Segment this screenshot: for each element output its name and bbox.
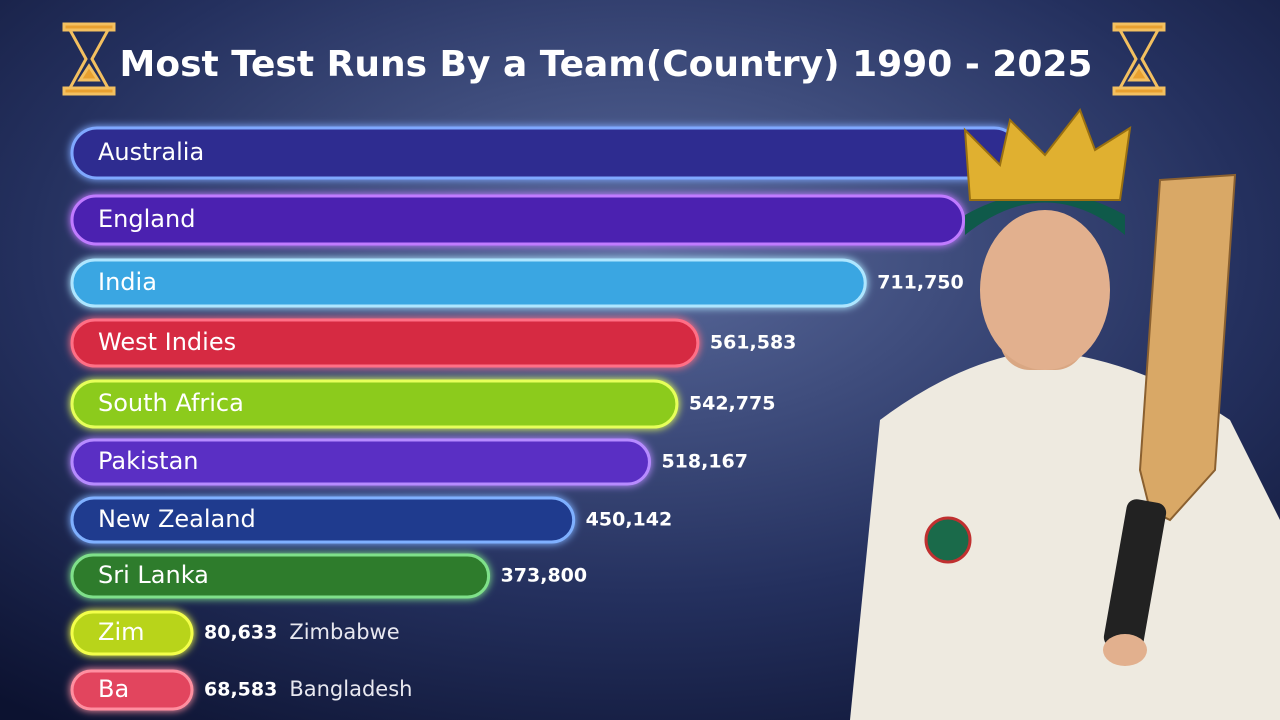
hourglass-left [62,22,116,96]
bar-label: England [98,205,195,233]
value-label: 711,750 [877,272,964,294]
bar-label: Australia [98,138,204,166]
value-label: 68,583 [204,679,277,701]
bar [70,379,679,429]
category-label: Bangladesh [289,677,412,701]
bar-label: India [98,268,157,296]
bar [70,438,651,486]
bar-label: Sri Lanka [98,561,209,589]
bars: Australia England India 711,750 West Indies 5… [70,126,1022,711]
bar [70,610,194,656]
bar-label: New Zealand [98,505,256,533]
bar [70,194,966,246]
bar-label: Zim [98,618,145,646]
player-illustration [850,107,1280,720]
value-label: 518,167 [661,451,748,473]
value-label: 561,583 [710,332,797,354]
bar [70,126,1021,180]
category-label: Zimbabwe [289,620,399,644]
bar [70,553,491,599]
value-label: 80,633 [204,622,277,644]
hourglass-right [1112,22,1166,96]
bar-label: West Indies [98,328,236,356]
bar-label: Ba [98,675,129,703]
bar-label: Pakistan [98,447,199,475]
bar [70,258,867,308]
bar-label: South Africa [98,389,244,417]
value-label: 373,800 [501,565,588,587]
bar [70,318,700,368]
value-label: 542,775 [689,393,776,415]
value-label: 450,142 [586,509,673,531]
bar [70,669,194,711]
bar [70,496,576,544]
chart-title: Most Test Runs By a Team(Country) 1990 -… [120,44,1093,85]
